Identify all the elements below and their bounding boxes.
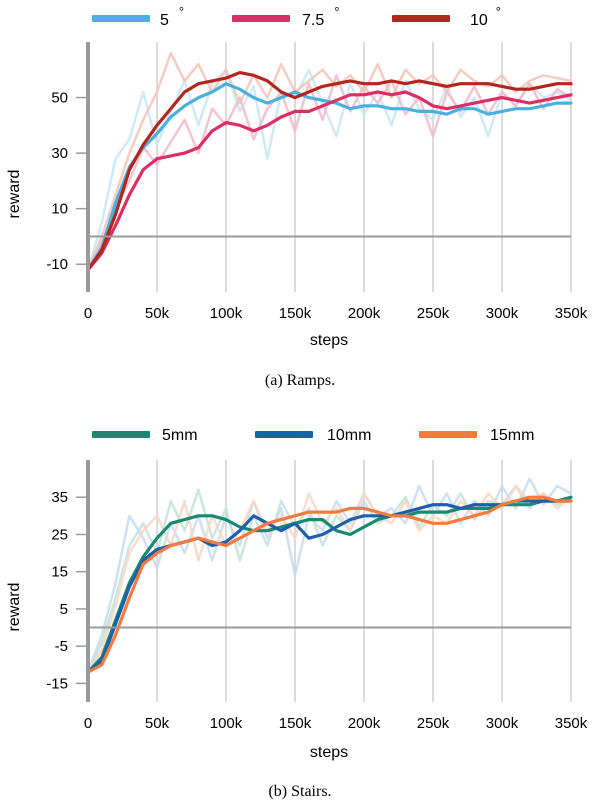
legend-label-10deg: 10°: [470, 4, 501, 29]
legend-swatch-15mm: [419, 431, 477, 438]
ramps-x-tick-300k: 300k: [486, 305, 519, 322]
stairs-x-axis-label: steps: [310, 744, 348, 761]
stairs-x-tick-300k: 300k: [486, 715, 519, 732]
stairs-x-tick-50k: 50k: [145, 715, 170, 732]
stairs-y-axis-label: reward: [6, 583, 23, 632]
legend-label-5deg: 5°: [160, 4, 184, 29]
stairs-caption: (b) Stairs.: [268, 783, 331, 800]
ramps-x-tick-250k: 250k: [417, 305, 450, 322]
ramps-x-tick-200k: 200k: [348, 305, 381, 322]
ramps-x-tick-labels: 0 50k 100k 150k 200k 250k 300k 350k: [84, 305, 588, 322]
legend-item-10mm: 10mm: [255, 427, 371, 444]
ramps-x-tick-350k: 350k: [555, 305, 588, 322]
legend-item-7-5deg: 7.5°: [232, 4, 339, 29]
legend-swatch-5mm: [92, 431, 150, 438]
stairs-y-tick-5: 5: [60, 601, 68, 618]
stairs-legend: 5mm 10mm 15mm: [92, 427, 534, 444]
stairs-x-tick-100k: 100k: [210, 715, 243, 732]
ramps-y-tick-10: 10: [51, 201, 68, 218]
legend-item-10deg: 10°: [392, 4, 501, 29]
stairs-x-tick-350k: 350k: [555, 715, 588, 732]
ramps-y-tick--10: -10: [46, 256, 68, 273]
ramps-x-tick-50k: 50k: [145, 305, 170, 322]
ramps-y-tick-labels: -10 10 30 50: [46, 90, 68, 274]
stairs-series-line-15mm: [86, 495, 573, 674]
legend-swatch-5deg: [92, 15, 150, 22]
stairs-smoothed-lines: [86, 495, 573, 674]
stairs-y-tick-25: 25: [51, 526, 68, 543]
ramps-series-line-5: [86, 82, 573, 272]
ramps-y-axis-label: reward: [6, 170, 23, 219]
stairs-chart: 5mm 10mm 15mm 0 50k 100k 150k 200k 250k 300k 35…: [6, 427, 588, 800]
ramps-raw-line-5: [86, 68, 572, 271]
legend-label-15mm: 15mm: [490, 427, 534, 444]
legend-label-7-5deg: 7.5°: [302, 4, 339, 29]
stairs-raw-line-15mm: [86, 484, 572, 673]
stairs-gridlines: [156, 460, 572, 702]
stairs-y-tick-15: 15: [51, 564, 68, 581]
stairs-x-tick-labels: 0 50k 100k 150k 200k 250k 300k 350k: [84, 715, 588, 732]
legend-item-5deg: 5°: [92, 4, 184, 29]
ramps-x-tick-0: 0: [84, 305, 92, 322]
ramps-smoothed-lines: [86, 71, 573, 272]
stairs-axes: [76, 460, 571, 702]
ramps-y-tick-50: 50: [51, 90, 68, 107]
stairs-x-tick-0: 0: [84, 715, 92, 732]
stairs-y-tick-labels: -15 -5 5 15 25 35: [46, 489, 68, 692]
stairs-x-tick-150k: 150k: [279, 715, 312, 732]
legend-swatch-7-5deg: [232, 15, 290, 22]
ramps-axes: [76, 42, 571, 292]
stairs-y-tick-35: 35: [51, 489, 68, 506]
stairs-series-line-5mm: [86, 495, 573, 674]
ramps-chart: 5° 7.5° 10° 0 50k 100k 150k 200k 250k 300k 350k…: [6, 4, 588, 389]
stairs-x-tick-200k: 200k: [348, 715, 381, 732]
legend-label-10mm: 10mm: [327, 427, 371, 444]
legend-swatch-10deg: [392, 15, 450, 22]
ramps-y-tick-30: 30: [51, 145, 68, 162]
ramps-x-tick-100k: 100k: [210, 305, 243, 322]
stairs-x-tick-250k: 250k: [417, 715, 450, 732]
ramps-series-line-7-5: [86, 90, 573, 272]
legend-item-15mm: 15mm: [419, 427, 534, 444]
stairs-y-tick--15: -15: [46, 675, 68, 692]
ramps-x-tick-150k: 150k: [279, 305, 312, 322]
ramps-raw-line-7-5: [86, 74, 572, 271]
stairs-y-tick--5: -5: [55, 638, 68, 655]
ramps-caption: (a) Ramps.: [265, 372, 335, 389]
ramps-x-axis-label: steps: [310, 332, 348, 349]
ramps-legend: 5° 7.5° 10°: [92, 4, 501, 29]
legend-item-5mm: 5mm: [92, 427, 198, 444]
legend-swatch-10mm: [255, 431, 313, 438]
legend-label-5mm: 5mm: [162, 427, 198, 444]
ramps-series-line-10: [86, 71, 573, 272]
